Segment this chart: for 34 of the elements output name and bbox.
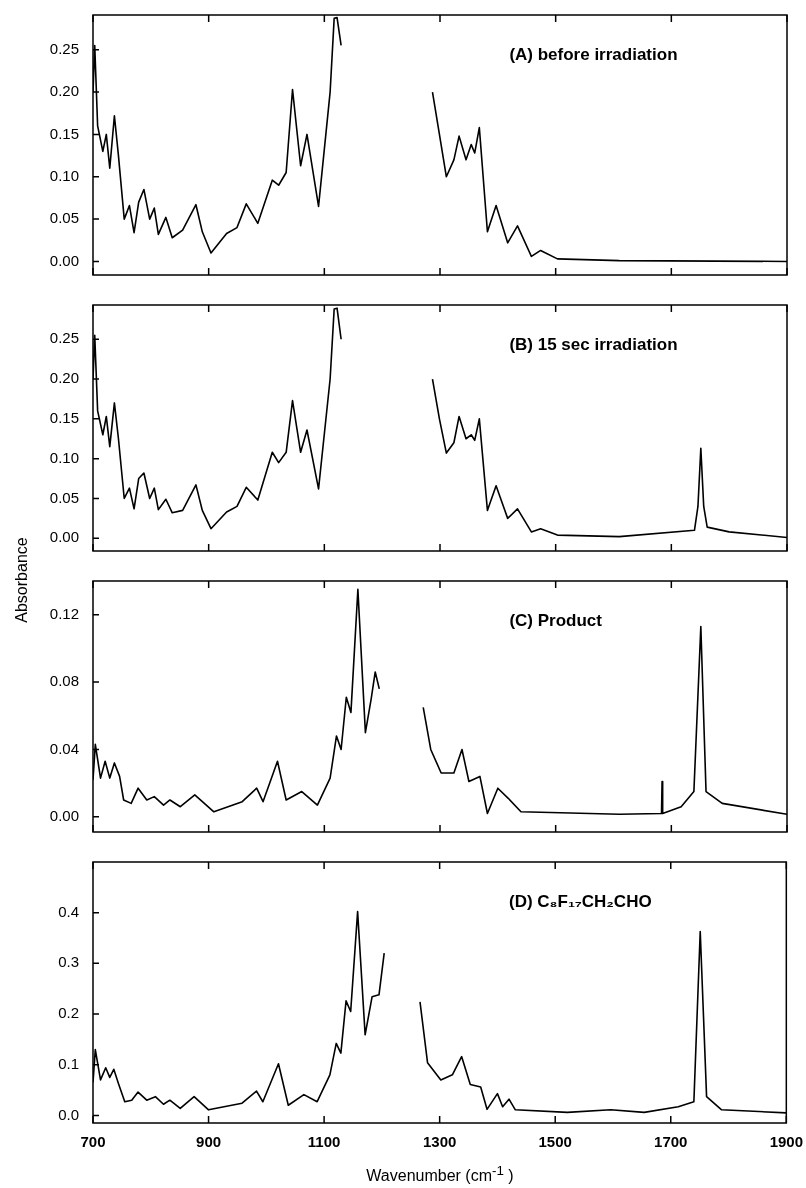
y-tick-label: 0.15 xyxy=(49,408,79,426)
y-tick-label: 0.00 xyxy=(49,251,79,269)
y-tick-label: 0.10 xyxy=(49,448,79,466)
text: (D) C₈F₁₇CH₂CHO xyxy=(508,891,652,911)
y-tick-label: 0.08 xyxy=(49,672,79,690)
x-tick-label: 1700 xyxy=(654,1133,688,1151)
y-tick-label: 0.00 xyxy=(49,806,79,824)
text: (C) Product xyxy=(509,610,603,630)
text: (B) 15 sec irradiation xyxy=(509,334,678,354)
y-tick-label: 0.20 xyxy=(49,82,79,100)
x-tick-label: 900 xyxy=(196,1133,222,1151)
y-tick-label: 0.20 xyxy=(49,369,79,387)
y-tick-label: 0.25 xyxy=(49,39,79,57)
y-tick-label: 0.05 xyxy=(49,488,79,506)
y-tick-label: 0.12 xyxy=(49,604,79,622)
y-axis-title: Absorbance xyxy=(13,537,31,623)
y-tick-label: 0.0 xyxy=(58,1105,79,1123)
y-tick-label: 0.05 xyxy=(49,209,79,227)
y-tick-label: 0.10 xyxy=(49,166,79,184)
y-tick-label: 0.25 xyxy=(49,329,79,347)
y-tick-label: 0.3 xyxy=(58,953,79,971)
y-tick-label: 0.04 xyxy=(49,739,79,757)
y-tick-label: 0.1 xyxy=(58,1054,79,1072)
y-tick-label: 0.2 xyxy=(58,1004,79,1022)
x-tick-label: 1100 xyxy=(307,1133,341,1151)
x-axis-title: Wavenumber (cm$^{-1}$ ) xyxy=(366,1163,514,1186)
x-tick-label: 1300 xyxy=(422,1133,457,1151)
x-tick-label: 1500 xyxy=(538,1133,572,1151)
text: (A) before irradiation xyxy=(509,44,678,64)
y-tick-label: 0.15 xyxy=(49,124,79,142)
y-tick-label: 0.00 xyxy=(49,528,79,546)
y-tick-label: 0.4 xyxy=(58,902,79,920)
x-tick-label: 700 xyxy=(80,1133,106,1151)
x-tick-label: 1900 xyxy=(769,1133,803,1151)
